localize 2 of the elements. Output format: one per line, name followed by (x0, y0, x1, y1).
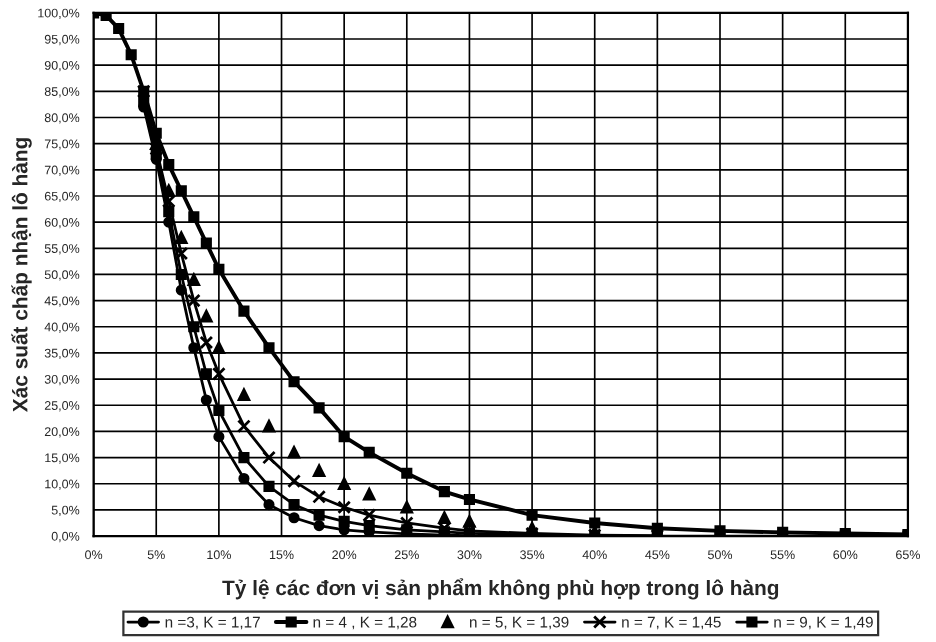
x-axis-title: Tỷ lệ các đơn vị sản phẩm không phù hợp trong lô hàng (222, 578, 779, 600)
y-axis-title: Xác suất chấp nhận lô hàng (11, 138, 32, 413)
